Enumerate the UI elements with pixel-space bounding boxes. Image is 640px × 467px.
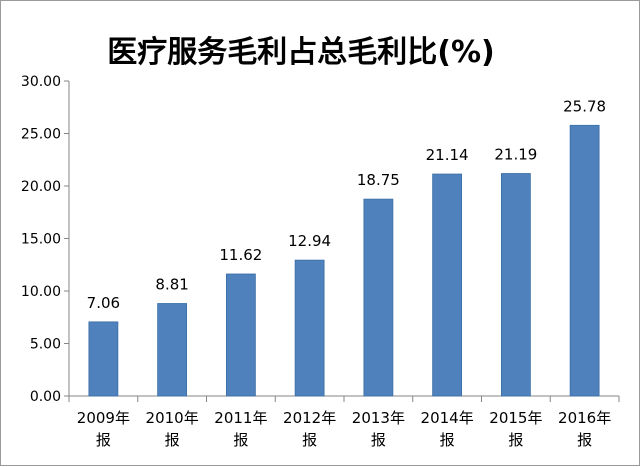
x-tick-label: 报 [233, 431, 248, 449]
y-tick-label: 20.00 [21, 179, 61, 195]
y-tick-label: 10.00 [21, 284, 61, 300]
x-tick-label: 2013年 [352, 409, 405, 427]
data-label: 25.78 [563, 97, 606, 115]
x-tick-label: 2012年 [283, 409, 336, 427]
chart-title: 医疗服务毛利占总毛利比(%) [107, 35, 495, 70]
y-tick-label: 15.00 [21, 232, 61, 248]
x-tick-label: 2014年 [421, 409, 474, 427]
x-tick-label: 2011年 [214, 409, 267, 427]
x-tick-label: 报 [371, 431, 386, 449]
x-tick-label: 2010年 [146, 409, 199, 427]
bar [294, 259, 325, 397]
bar [157, 303, 188, 397]
bar [432, 173, 463, 397]
bar [363, 198, 394, 397]
x-tick-label: 报 [440, 431, 455, 449]
data-label: 12.94 [288, 232, 331, 250]
x-tick-label: 2015年 [489, 409, 542, 427]
data-label: 18.75 [357, 171, 400, 189]
data-label: 21.19 [494, 146, 537, 164]
x-tick-label: 报 [302, 431, 317, 449]
y-tick-label: 25.00 [21, 127, 61, 143]
x-tick-label: 报 [96, 431, 111, 449]
x-tick-label: 2016年 [558, 409, 611, 427]
x-tick-label: 报 [577, 431, 592, 449]
y-tick-label: 0.00 [30, 389, 61, 405]
data-label: 11.62 [219, 246, 262, 264]
data-label: 8.81 [155, 275, 188, 293]
y-tick-label: 30.00 [21, 74, 61, 90]
bar [500, 173, 531, 397]
data-label: 21.14 [426, 146, 469, 164]
x-tick-label: 报 [165, 431, 180, 449]
data-label: 7.06 [87, 294, 120, 312]
x-tick-label: 报 [508, 431, 523, 449]
bar [225, 273, 256, 397]
bar [88, 321, 119, 397]
x-tick-label: 2009年 [77, 409, 130, 427]
bar [569, 124, 600, 397]
y-tick-label: 5.00 [30, 337, 61, 353]
